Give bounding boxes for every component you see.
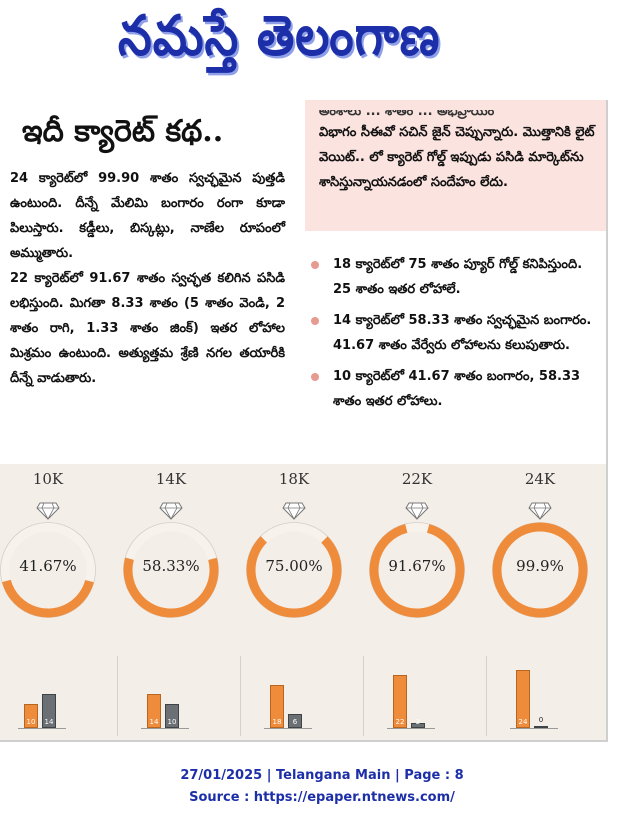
bar-gold [270, 684, 284, 728]
gold-ring-gauge [123, 522, 219, 618]
footer-date-line: 27/01/2025 | Telangana Main | Page : 8 [180, 768, 464, 783]
article-headline: ఇదీ క్యారెట్ కథ.. [22, 114, 224, 149]
bar-axis [264, 728, 312, 729]
footer: 27/01/2025 | Telangana Main | Page : 8 S… [0, 765, 644, 809]
list-item: 18 క్యారెట్‌లో 75 శాతం ప్యూర్ గోల్డ్ కని… [305, 252, 600, 302]
bar-gold [516, 670, 530, 728]
karat-label: 22K [401, 470, 433, 488]
bar-gold-label: 10 [26, 718, 36, 726]
left-column: 24 క్యారెట్‌లో 99.90 శాతం స్వచ్ఛమైన పుత్… [10, 166, 285, 391]
bar-gold-label: 14 [149, 718, 159, 726]
bullet-dot-icon [311, 317, 319, 325]
bar-gold [24, 703, 38, 728]
column-divider [117, 656, 118, 736]
bar-other [42, 694, 56, 728]
masthead: నమస్తే తెలంగాణ [118, 4, 528, 78]
paragraph-24k: 24 క్యారెట్‌లో 99.90 శాతం స్వచ్ఛమైన పుత్… [10, 171, 285, 261]
footer-source-line: Source : https://epaper.ntnews.com/ [189, 790, 455, 805]
masthead-title: నమస్తే తెలంగాణ [118, 4, 441, 69]
ring-gold-fill [246, 522, 342, 618]
quote-box-text: విభాగం సీఈవో సచిన్ జైన్ చెప్పున్నారు. మొ… [319, 125, 595, 190]
gold-percent: 91.67% [388, 557, 446, 575]
karat-label: 10K [32, 470, 64, 488]
bar-other [534, 726, 548, 728]
bar-axis [510, 728, 558, 729]
bar-other-label: 10 [167, 718, 177, 726]
bar-gold-label: 24 [518, 718, 528, 726]
karat-column-24k: 24K 99.9% 24 0 [482, 464, 598, 740]
karat-column-18k: 18K 75.00% 18 6 [236, 464, 352, 740]
bar-axis [387, 728, 435, 729]
bullet-dot-icon [311, 261, 319, 269]
diamond-icon [36, 502, 60, 520]
quote-box: అంశాలు ... శాతం ... అభిప్రాయం విభాగం సీఈ… [305, 100, 606, 231]
bar-gold-label: 22 [395, 718, 405, 726]
bar-other [165, 703, 179, 728]
gold-percent: 41.67% [19, 557, 77, 575]
bullet-list: 18 క్యారెట్‌లో 75 శాతం ప్యూర్ గోల్డ్ కని… [305, 252, 600, 420]
bar-gold [147, 694, 161, 728]
gold-percent: 75.00% [265, 557, 323, 575]
bar-other-label: 6 [292, 718, 298, 726]
karat-column-22k: 22K 91.67% 22 2 [359, 464, 475, 740]
gold-ring-gauge [0, 522, 96, 618]
diamond-icon [405, 502, 429, 520]
bar-other [288, 713, 302, 728]
diamond-icon [159, 502, 183, 520]
list-item: 10 క్యారెట్‌లో 41.67 శాతం బంగారం, 58.33 … [305, 364, 600, 414]
quote-box-cut-line: అంశాలు ... శాతం ... అభిప్రాయం [319, 110, 495, 119]
karat-infographic: 10K 41.67% 10 14 14K 58.33% 14 10 18K 75.00% 18 6 22… [0, 464, 606, 740]
ring-gold-fill [492, 522, 588, 618]
karat-column-10k: 10K 41.67% 10 14 [0, 464, 106, 740]
ring-gold-fill [0, 522, 96, 618]
bar-other [411, 723, 425, 728]
bar-axis [141, 728, 189, 729]
bar-other-label: 0 [538, 716, 544, 724]
karat-label: 14K [155, 470, 187, 488]
bar-other-label: 2 [415, 718, 421, 726]
ring-gold-fill [369, 522, 465, 618]
paragraph-22k: 22 క్యారెట్‌లో 91.67 శాతం స్వచ్ఛత కలిగిన… [10, 271, 285, 386]
article-panel: ఇదీ క్యారెట్ కథ.. 24 క్యారెట్‌లో 99.90 శ… [0, 100, 608, 742]
gold-percent: 99.9% [516, 557, 564, 575]
diamond-icon [282, 502, 306, 520]
karat-label: 18K [278, 470, 310, 488]
bar-gold [393, 674, 407, 728]
gold-ring-gauge [492, 522, 588, 618]
column-divider [363, 656, 364, 736]
column-divider [240, 656, 241, 736]
karat-label: 24K [524, 470, 556, 488]
bar-other-label: 14 [44, 718, 54, 726]
bullet-dot-icon [311, 373, 319, 381]
bar-axis [18, 728, 66, 729]
gold-ring-gauge [246, 522, 342, 618]
bar-gold-label: 18 [272, 718, 282, 726]
column-divider [486, 656, 487, 736]
gold-ring-gauge [369, 522, 465, 618]
karat-column-14k: 14K 58.33% 14 10 [113, 464, 229, 740]
list-item: 14 క్యారెట్‌లో 58.33 శాతం స్వచ్ఛమైన బంగా… [305, 308, 600, 358]
gold-percent: 58.33% [142, 557, 200, 575]
diamond-icon [528, 502, 552, 520]
